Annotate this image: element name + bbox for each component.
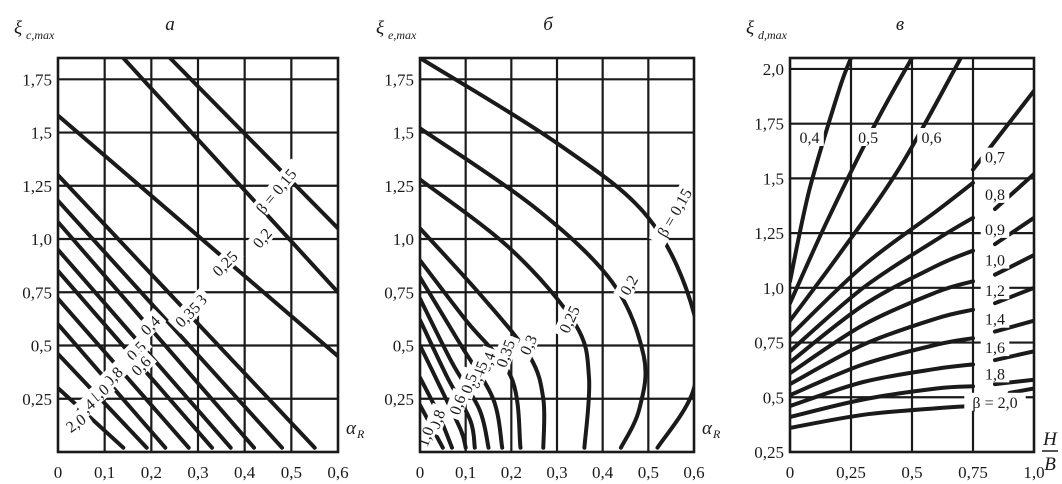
- curve-label-group: 1,4: [981, 310, 1010, 329]
- x-tick-label: 0,1: [455, 463, 476, 482]
- y-tick-label: 1,0: [763, 279, 784, 298]
- curve-label: 0,4: [800, 130, 820, 147]
- y-tick-label: 0,5: [763, 388, 784, 407]
- y-axis-label: ξ: [376, 18, 385, 39]
- x-axis-label-subscript: R: [356, 427, 365, 441]
- curve-label: 1,2: [985, 283, 1005, 300]
- x-tick-label: 0,4: [592, 463, 614, 482]
- y-tick-label: 1,0: [31, 230, 52, 249]
- curve-label-group: 0,2: [613, 268, 644, 302]
- y-tick-label: 0,75: [22, 283, 52, 302]
- chart-panel-1: β = 0,150,20,250,30,350,40,50,60,81,01,4…: [14, 14, 365, 482]
- curve-label-group: 1,2: [981, 281, 1010, 300]
- curve-label-group: β = 2,0: [964, 393, 1025, 412]
- curve-label: β = 0,15: [253, 166, 300, 218]
- x-tick-label: 0,6: [683, 463, 704, 482]
- x-axis-label: α: [702, 418, 713, 439]
- curve-label: 1,0: [985, 253, 1005, 270]
- y-axis-label-subscript: e,max: [388, 28, 417, 42]
- y-axis-label-subscript: c,max: [26, 28, 55, 42]
- curve-label-group: β = 0,15: [649, 178, 700, 248]
- x-tick-label: 0,1: [94, 463, 115, 482]
- curve-label: 1,8: [985, 366, 1005, 383]
- y-tick-label: 1,5: [763, 169, 784, 188]
- curve-label: 1,4: [985, 312, 1005, 329]
- x-tick-label: 0,6: [327, 463, 348, 482]
- curve-label-group: 1,6: [981, 338, 1010, 357]
- y-tick-label: 1,5: [31, 124, 52, 143]
- curve-label-group: 0,5: [854, 128, 883, 147]
- curve-label-group: 0,6: [917, 128, 946, 147]
- x-axis-label-subscript: R: [712, 427, 721, 441]
- x-axis-label: α: [346, 418, 357, 439]
- x-tick-label: 0,75: [958, 463, 988, 482]
- x-axis-label-denominator: B: [1044, 454, 1056, 475]
- x-tick-label: 0: [54, 463, 63, 482]
- chart-panel-2: β = 0,150,20,250,30,350,40,450,50,60,81,…: [376, 14, 721, 482]
- x-tick-label: 1,0: [1023, 463, 1044, 482]
- curve-label: β = 2,0: [972, 395, 1017, 412]
- y-tick-label: 1,25: [384, 177, 414, 196]
- series-line: [790, 310, 973, 384]
- y-tick-label: 2,0: [763, 60, 784, 79]
- y-tick-label: 1,75: [22, 70, 52, 89]
- x-tick-label: 0,2: [501, 463, 522, 482]
- y-tick-label: 1,75: [754, 115, 784, 134]
- y-tick-label: 0,75: [754, 334, 784, 353]
- panel-letter: в: [896, 14, 904, 35]
- curve-label: 0,8: [985, 187, 1005, 204]
- curve-label: 0,7: [985, 150, 1005, 167]
- x-tick-label: 0: [416, 463, 425, 482]
- curve-label: 0,9: [985, 222, 1005, 239]
- panel-letter: б: [543, 14, 554, 35]
- y-tick-label: 0,25: [754, 443, 784, 462]
- y-tick-label: 0,25: [384, 390, 414, 409]
- y-tick-label: 0,5: [393, 337, 414, 356]
- y-tick-label: 0,25: [22, 390, 52, 409]
- y-axis-label-subscript: d,max: [758, 28, 788, 42]
- y-tick-label: 0,75: [384, 283, 414, 302]
- curve-label: 0,5: [858, 130, 878, 147]
- x-tick-label: 0,3: [546, 463, 567, 482]
- x-tick-label: 0,5: [901, 463, 922, 482]
- curve-label-group: 0,8: [981, 185, 1010, 204]
- x-tick-label: 0: [786, 463, 795, 482]
- series-line: [1010, 389, 1034, 393]
- curve-label-group: 1,0: [412, 420, 440, 453]
- x-axis-label-numerator: H: [1042, 429, 1058, 450]
- curve-label: 1,6: [985, 340, 1005, 357]
- y-tick-label: 1,5: [393, 124, 414, 143]
- x-tick-label: 0,3: [187, 463, 208, 482]
- curve-label-group: 0,9: [981, 220, 1010, 239]
- y-tick-label: 1,25: [22, 177, 52, 196]
- y-tick-label: 0,5: [31, 337, 52, 356]
- x-tick-label: 0,2: [141, 463, 162, 482]
- y-tick-label: 1,0: [393, 230, 414, 249]
- curve-label-group: 0,7: [981, 148, 1010, 167]
- y-axis-label: ξ: [746, 18, 755, 39]
- x-tick-label: 0,5: [638, 463, 659, 482]
- y-axis-label: ξ: [14, 18, 23, 39]
- y-tick-label: 1,25: [754, 224, 784, 243]
- x-tick-label: 0,4: [234, 463, 256, 482]
- panel-letter: a: [165, 14, 175, 35]
- curve-label: 0,6: [922, 130, 942, 147]
- x-tick-label: 0,5: [281, 463, 302, 482]
- curve-label-group: 0,4: [795, 128, 824, 147]
- y-tick-label: 1,75: [384, 70, 414, 89]
- curve-label-group: 1,0: [981, 251, 1010, 270]
- curve-label-group: 0,2: [246, 221, 279, 255]
- curve-label-group: 1,8: [981, 364, 1010, 383]
- chart-panel-3: 0,4 0,5 0,6 0,7 0,8 0,9 1,0 1,2 1,4 1,6 1,8 β = 2,0…: [746, 14, 1058, 482]
- x-tick-label: 0,25: [836, 463, 866, 482]
